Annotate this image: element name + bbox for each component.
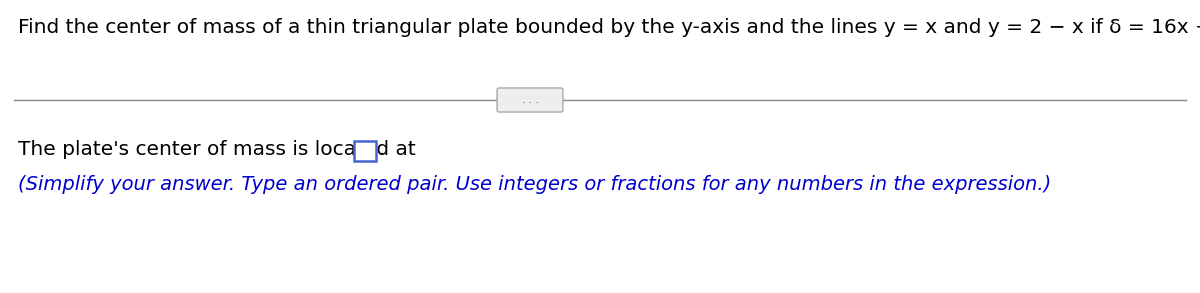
Text: . . .: . . .: [522, 95, 539, 105]
Bar: [354, 141, 376, 161]
Text: The plate's center of mass is located at: The plate's center of mass is located at: [18, 140, 415, 159]
Text: Find the center of mass of a thin triangular plate bounded by the y-axis and the: Find the center of mass of a thin triang…: [18, 18, 1200, 37]
Text: (Simplify your answer. Type an ordered pair. Use integers or fractions for any n: (Simplify your answer. Type an ordered p…: [18, 175, 1051, 194]
FancyBboxPatch shape: [497, 88, 563, 112]
Text: .: .: [379, 140, 385, 159]
